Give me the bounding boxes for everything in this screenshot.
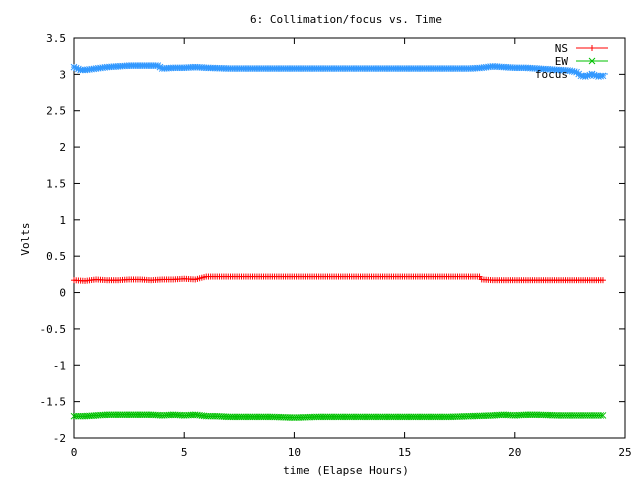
y-tick-label: -0.5 <box>40 323 67 336</box>
y-tick-label: -1 <box>53 359 66 372</box>
x-tick-label: 5 <box>181 446 188 459</box>
x-axis-label: time (Elapse Hours) <box>283 464 409 477</box>
legend-marker <box>588 57 596 65</box>
x-tick-label: 0 <box>71 446 78 459</box>
legend-label: NS <box>555 42 568 55</box>
y-tick-label: 3.5 <box>46 32 66 45</box>
axis-ticks: 0 5 10 15 20 25 -2 -1.5 -1 -0.5 0 0.5 1 1.5 2 2.5 3 3.5 <box>40 32 632 459</box>
data-point <box>154 62 162 69</box>
legend-marker <box>588 70 596 78</box>
data-point <box>599 412 607 419</box>
legend-label: EW <box>555 55 569 68</box>
chart-title: 6: Collimation/focus vs. Time <box>250 13 442 26</box>
data-point <box>597 412 605 419</box>
series-ew <box>70 411 607 421</box>
y-tick-label: 2.5 <box>46 105 66 118</box>
y-tick-label: 1.5 <box>46 177 66 190</box>
series-focus <box>70 62 607 80</box>
y-tick-label: -2 <box>53 432 66 445</box>
data-point <box>599 277 606 284</box>
x-tick-label: 20 <box>508 446 521 459</box>
plot-frame <box>73 37 626 439</box>
y-tick-label: 0.5 <box>46 250 66 263</box>
y-tick-label: 1 <box>59 214 66 227</box>
x-tick-label: 25 <box>618 446 631 459</box>
legend-marker <box>589 45 595 51</box>
y-tick-label: 0 <box>59 287 66 300</box>
y-tick-label: 3 <box>59 68 66 81</box>
y-tick-label: -1.5 <box>40 396 67 409</box>
series-ns <box>71 273 606 284</box>
x-tick-label: 10 <box>288 446 301 459</box>
x-tick-label: 15 <box>398 446 411 459</box>
legend-label: focus <box>535 68 568 81</box>
data-series <box>70 62 607 421</box>
y-axis-label: Volts <box>19 222 32 255</box>
y-tick-label: 2 <box>59 141 66 154</box>
